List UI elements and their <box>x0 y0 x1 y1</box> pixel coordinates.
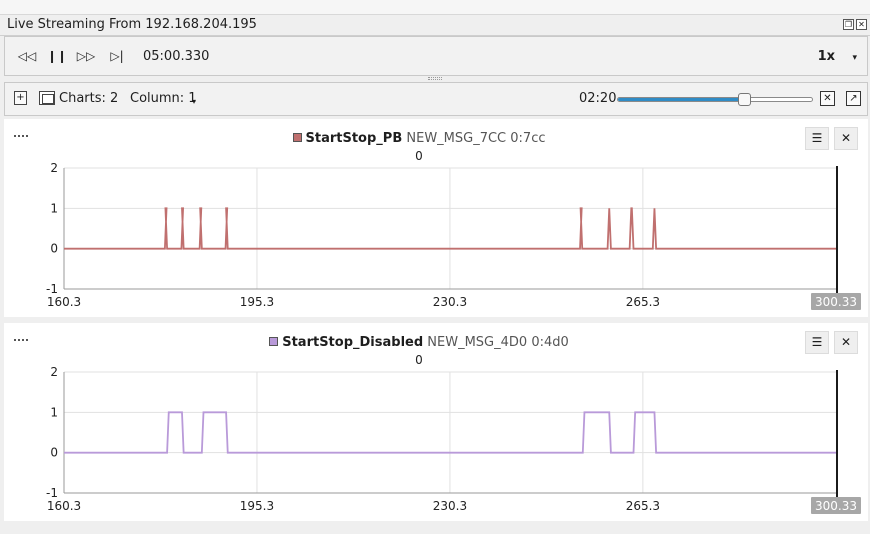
cursor-label: 300.33 <box>815 295 857 309</box>
x-tick-label: 230.3 <box>433 295 467 309</box>
pause-icon[interactable]: ❙❙ <box>46 49 68 63</box>
x-tick-label: 230.3 <box>433 499 467 513</box>
x-tick-label: 265.3 <box>626 499 660 513</box>
dock-title-bar: Live Streaming From 192.168.204.195 ❐ ✕ <box>0 15 870 36</box>
playback-toolbar: ◁◁ ❙❙ ▷▷ ▷| 05:00.330 1x ▾ <box>4 36 868 76</box>
rewind-icon[interactable]: ◁◁ <box>17 49 37 63</box>
close-chart-icon[interactable]: ✕ <box>834 127 858 150</box>
playback-time: 05:00.330 <box>143 49 210 64</box>
range-time: 02:20 <box>579 91 617 106</box>
remove-all-icon[interactable]: ✕ <box>820 91 835 106</box>
range-slider-fill <box>618 98 745 101</box>
x-tick-label: 160.3 <box>47 295 81 309</box>
dock-icon[interactable]: ↗ <box>846 91 861 106</box>
menu-icon[interactable]: ☰ <box>805 127 829 150</box>
signal-value: 0 <box>415 353 423 367</box>
y-tick-label: 2 <box>50 365 58 379</box>
charts-icon <box>39 91 55 105</box>
series-line <box>64 207 836 250</box>
y-tick-label: 1 <box>50 405 58 419</box>
y-tick-label: 2 <box>50 161 58 175</box>
series-line <box>64 411 836 454</box>
signal-value: 0 <box>415 149 423 163</box>
playback-speed[interactable]: 1x <box>817 49 835 64</box>
close-icon[interactable]: ✕ <box>856 19 867 30</box>
range-slider-handle[interactable] <box>738 93 752 106</box>
chevron-down-icon[interactable]: ▾ <box>192 97 197 106</box>
step-forward-icon[interactable]: ▷| <box>110 49 124 63</box>
y-tick-label: 0 <box>50 446 58 460</box>
y-tick-label: 1 <box>50 201 58 215</box>
range-slider[interactable] <box>617 93 813 106</box>
signal-name: StartStop_PB <box>305 131 403 146</box>
x-tick-label: 265.3 <box>626 295 660 309</box>
add-chart-button[interactable]: + <box>14 91 27 105</box>
x-tick-label: 195.3 <box>240 295 274 309</box>
close-chart-icon[interactable]: ✕ <box>834 331 858 354</box>
y-tick-label: -1 <box>46 486 58 500</box>
chart-panel-startstop-disabled: StartStop_Disabled NEW_MSG_4D0 0:4d0 0 ☰… <box>4 323 868 521</box>
top-strip <box>0 0 870 15</box>
chart-title: StartStop_PB NEW_MSG_7CC 0:7cc <box>4 131 834 146</box>
x-tick-label: 160.3 <box>47 499 81 513</box>
y-tick-label: -1 <box>46 282 58 296</box>
drag-grip-icon[interactable] <box>14 135 28 138</box>
cursor-label-bg <box>811 293 861 310</box>
chart-title: StartStop_Disabled NEW_MSG_4D0 0:4d0 <box>4 335 834 350</box>
y-tick-label: 0 <box>50 242 58 256</box>
menu-icon[interactable]: ☰ <box>805 331 829 354</box>
charts-count: Charts: 2 <box>59 91 119 106</box>
fast-forward-icon[interactable]: ▷▷ <box>76 49 96 63</box>
series-color-swatch <box>292 133 302 142</box>
series-color-swatch <box>269 337 279 346</box>
chart-panel-startstop-pb: StartStop_PB NEW_MSG_7CC 0:7cc 0 ☰ ✕ 2 1 0… <box>4 119 868 317</box>
message-name: NEW_MSG_4D0 0:4d0 <box>427 335 569 350</box>
splitter-handle[interactable] <box>428 77 442 80</box>
window-title: Live Streaming From 192.168.204.195 <box>7 17 257 32</box>
float-icon[interactable]: ❐ <box>843 19 854 30</box>
column-selector[interactable]: Column: 1 <box>130 91 197 106</box>
cursor-label: 300.33 <box>815 499 857 513</box>
charts-toolbar: + Charts: 2 Column: 1 ▾ 02:20 ✕ ↗ <box>4 82 868 116</box>
chevron-down-icon[interactable]: ▾ <box>852 53 857 63</box>
message-name: NEW_MSG_7CC 0:7cc <box>406 131 546 146</box>
cursor-label-bg <box>811 497 861 514</box>
drag-grip-icon[interactable] <box>14 339 28 342</box>
signal-name: StartStop_Disabled <box>282 335 424 350</box>
x-tick-label: 195.3 <box>240 499 274 513</box>
